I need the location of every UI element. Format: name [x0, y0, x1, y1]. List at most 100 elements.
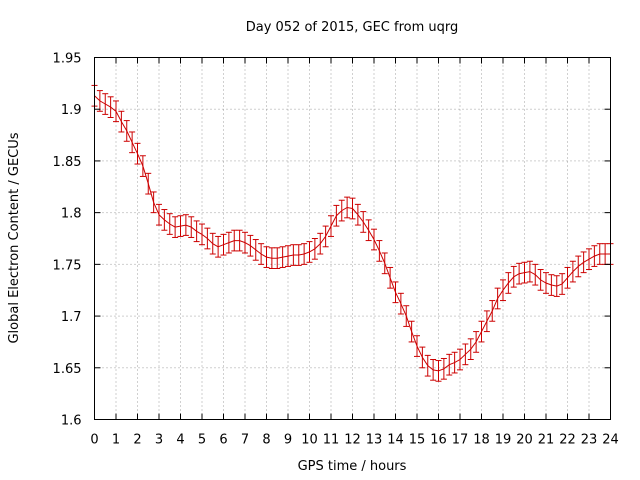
x-tick-label: 12 — [344, 433, 361, 448]
error-bar — [478, 320, 485, 343]
y-tick-label: 1.95 — [53, 52, 82, 67]
x-tick-label: 16 — [430, 433, 447, 448]
axis-ticks: 0 1 2 3 4 5 6 7 8 9 10 11 12 13 14 15 16 17 18 19 20 21 22 23 24… — [53, 52, 619, 448]
error-bar — [564, 266, 571, 289]
error-bar — [252, 239, 259, 261]
y-tick-label: 1.65 — [53, 362, 82, 377]
y-tick-label: 1.7 — [61, 310, 82, 325]
y-tick-label: 1.75 — [53, 258, 82, 273]
error-bar — [113, 100, 119, 123]
error-bar — [247, 234, 254, 257]
error-bar — [199, 223, 205, 246]
error-bar — [532, 263, 539, 286]
error-bar — [290, 244, 297, 266]
error-bar — [193, 220, 200, 243]
error-bar — [225, 231, 232, 254]
error-bar — [311, 238, 318, 260]
error-bar — [596, 243, 603, 265]
error-bar — [220, 233, 227, 256]
error-bar — [397, 292, 404, 315]
error-bar — [215, 235, 222, 258]
error-bar — [408, 320, 415, 343]
x-tick-label: 14 — [387, 433, 404, 448]
error-bar — [371, 228, 377, 251]
error-bar — [172, 216, 179, 238]
error-bar — [354, 203, 361, 226]
error-bar — [548, 274, 555, 296]
x-tick-label: 3 — [155, 433, 163, 448]
error-bar — [580, 251, 587, 274]
error-bar — [322, 225, 329, 248]
x-axis-label: GPS time / hours — [298, 459, 407, 474]
error-bar — [473, 331, 480, 353]
error-bar — [338, 199, 345, 222]
error-bar — [145, 172, 152, 195]
error-bar — [467, 338, 474, 361]
error-bar — [156, 203, 162, 226]
error-bar — [344, 196, 351, 219]
error-bar — [387, 266, 394, 289]
y-tick-label: 1.9 — [61, 103, 82, 118]
x-tick-label: 6 — [219, 433, 227, 448]
x-tick-label: 7 — [241, 433, 249, 448]
x-tick-label: 1 — [112, 433, 120, 448]
error-bar — [537, 269, 544, 291]
error-bar — [258, 243, 265, 265]
error-bar — [236, 229, 243, 252]
error-bar — [129, 131, 136, 154]
error-bar — [268, 247, 275, 269]
x-tick-label: 17 — [452, 433, 469, 448]
error-bar — [489, 300, 496, 322]
error-bar — [188, 216, 195, 238]
error-bar — [440, 357, 447, 380]
x-tick-label: 8 — [262, 433, 270, 448]
error-bar — [446, 353, 453, 376]
error-bar — [430, 359, 437, 381]
error-bar — [161, 209, 168, 231]
x-tick-label: 20 — [516, 433, 533, 448]
error-bar — [182, 214, 189, 236]
error-bar — [118, 110, 125, 133]
error-bar — [500, 279, 506, 302]
error-bar — [209, 232, 216, 255]
error-bar — [403, 305, 410, 327]
error-bar — [516, 262, 523, 285]
y-axis-label: Global Electron Content / GECUs — [7, 132, 22, 343]
y-tick-label: 1.85 — [53, 155, 82, 170]
error-bar — [505, 272, 512, 294]
x-tick-label: 22 — [559, 433, 576, 448]
error-bar — [263, 246, 270, 268]
error-bar — [435, 360, 442, 382]
error-bar — [586, 248, 592, 271]
x-tick-label: 11 — [323, 433, 340, 448]
error-bar — [96, 90, 103, 112]
x-tick-label: 23 — [581, 433, 598, 448]
x-tick-label: 19 — [495, 433, 512, 448]
error-bar — [166, 213, 173, 235]
error-bar — [462, 343, 469, 366]
error-bar — [242, 231, 248, 254]
error-bar — [414, 335, 420, 357]
error-bar — [451, 351, 458, 374]
error-bar — [559, 273, 566, 295]
gec-series — [91, 84, 614, 382]
error-bar — [553, 275, 560, 297]
x-tick-label: 13 — [366, 433, 383, 448]
error-bar — [483, 310, 490, 333]
error-bar — [295, 244, 302, 266]
error-bar — [591, 245, 598, 267]
y-tick-label: 1.6 — [61, 414, 82, 429]
error-bar — [543, 272, 549, 294]
error-bar — [569, 260, 576, 283]
x-tick-label: 18 — [473, 433, 490, 448]
error-bar — [419, 346, 426, 369]
grid — [94, 57, 611, 420]
error-bar — [274, 247, 281, 269]
error-bar — [392, 281, 399, 304]
x-tick-label: 24 — [602, 433, 619, 448]
x-tick-label: 0 — [90, 433, 98, 448]
error-bar — [231, 229, 238, 252]
error-bar — [510, 265, 517, 288]
error-bar — [301, 243, 308, 265]
